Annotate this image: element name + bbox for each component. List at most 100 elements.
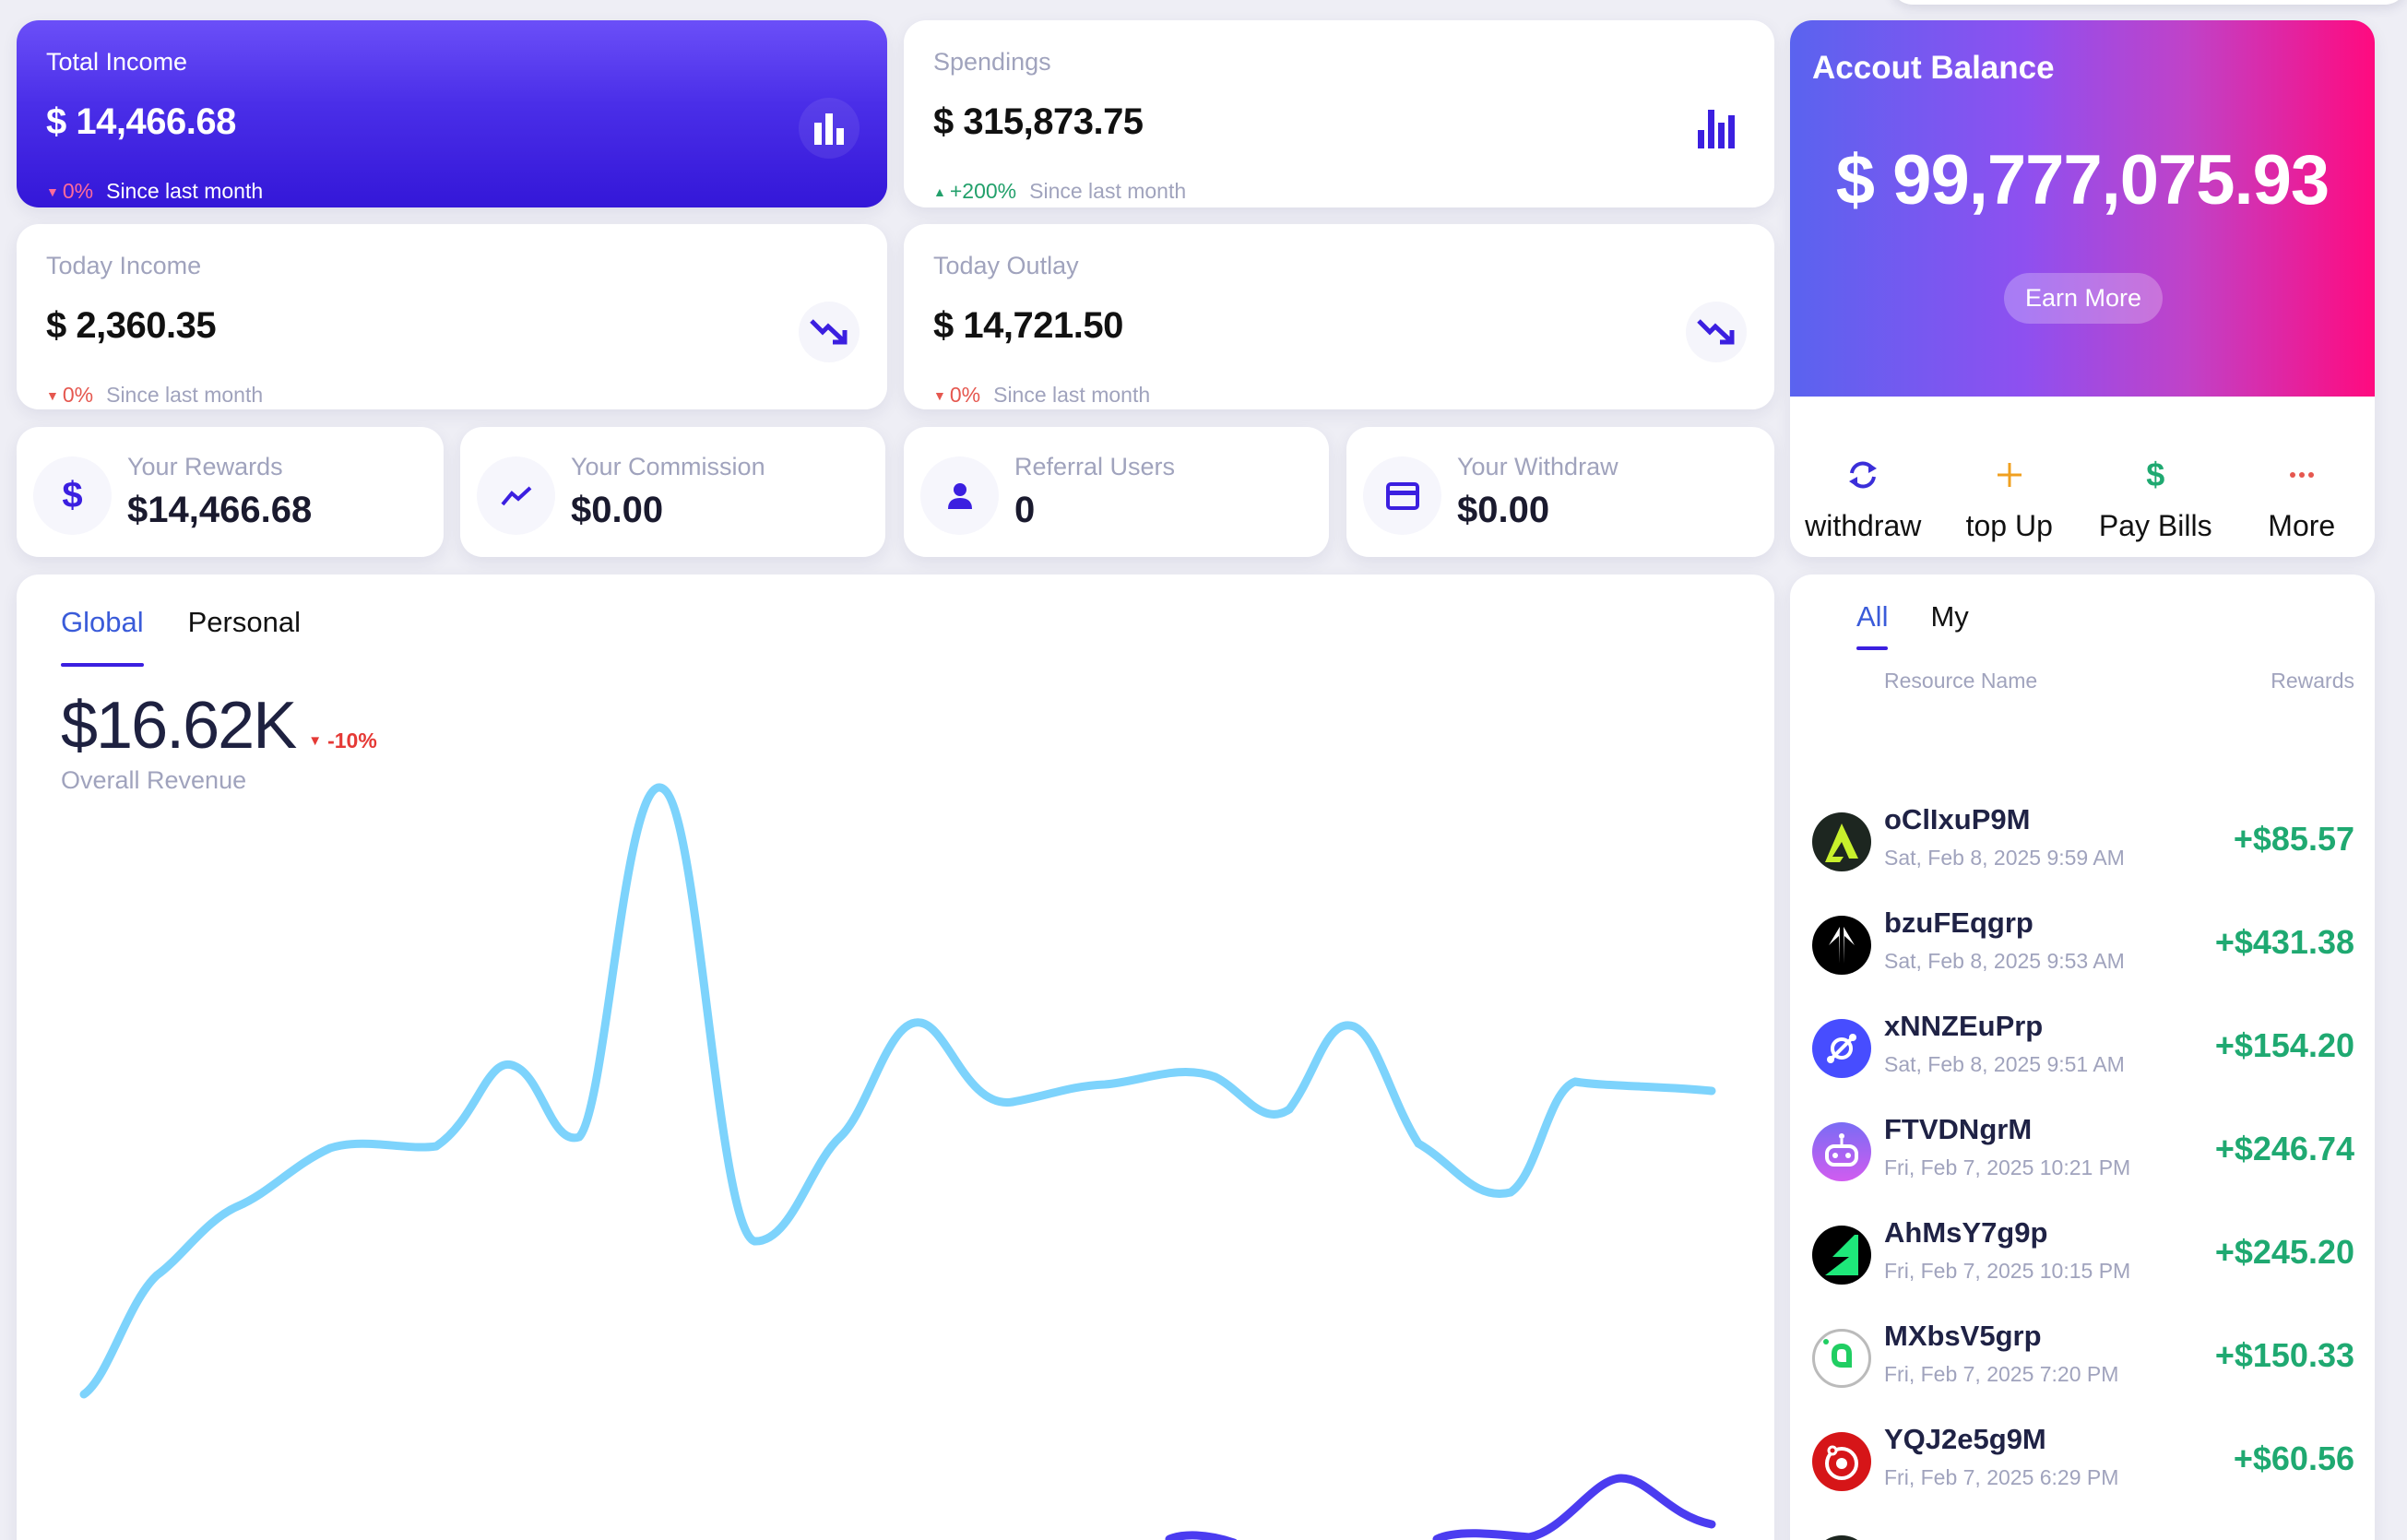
list-item[interactable]: xNNZEuPrp Sat, Feb 8, 2025 9:51 AM +$154… [1808, 1010, 2354, 1093]
resource-reward: +$245.20 [2214, 1233, 2354, 1271]
card-footer: ▼ 0% Since last month [46, 383, 263, 408]
caret-down-icon: ▼ [46, 387, 59, 403]
resource-reward: +$85.57 [2233, 820, 2354, 858]
spendings-card: Spendings $ 315,873.75 ▲ +200% Since last… [904, 20, 1774, 207]
a-logo-icon [1812, 812, 1871, 871]
refresh-icon [1846, 457, 1879, 492]
resource-date: Fri, Feb 7, 2025 7:20 PM [1884, 1362, 2119, 1386]
list-item[interactable]: bzuFEqgrp Sat, Feb 8, 2025 9:53 AM +$431… [1808, 906, 2354, 989]
delta: ▼ 0% [933, 383, 981, 407]
resource-name: AhMsY7g9p [1884, 1216, 2048, 1249]
card-value: $ 2,360.35 [46, 305, 217, 346]
revenue-chart-panel: Global Personal $16.62K ▼ -10% Overall Re… [17, 575, 1774, 1540]
column-header-rewards: Rewards [2271, 669, 2354, 693]
pay-bills-action-button[interactable]: $ Pay Bills [2082, 397, 2229, 557]
withdraw-card: Your Withdraw $0.00 [1346, 427, 1774, 557]
dollar-icon: $ [2146, 456, 2165, 493]
resource-date: Sat, Feb 8, 2025 9:59 AM [1884, 846, 2125, 870]
since-text: Since last month [106, 179, 264, 203]
column-header-resource-name: Resource Name [1884, 669, 2038, 693]
delta: ▼ 0% [46, 179, 94, 203]
revenue-change: ▼ -10% [308, 729, 377, 752]
tab-all[interactable]: All [1856, 600, 1889, 650]
list-item[interactable]: oClIxuP9M Sat, Feb 8, 2025 9:59 AM +$85.… [1808, 803, 2354, 886]
resource-reward: +$154.20 [2214, 1026, 2354, 1064]
action-label: Pay Bills [2098, 509, 2212, 542]
red-ring-logo-icon [1812, 1432, 1871, 1491]
plus-icon [1996, 457, 2023, 492]
dollar-icon: $ [33, 456, 112, 535]
resource-reward: +$150.33 [2214, 1336, 2354, 1374]
global-series-line [79, 783, 1716, 1399]
more-dots-icon [2288, 457, 2316, 492]
revenue-label: Overall Revenue [61, 766, 247, 794]
revenue-value: $16.62K [61, 689, 297, 763]
resource-rewards-panel: All My Resource Name Rewards oClIxuP9M S… [1790, 575, 2375, 1540]
top-header-stub [1891, 0, 2407, 5]
list-item[interactable]: YQJ2e5g9M Fri, Feb 7, 2025 6:29 PM +$60.… [1808, 1423, 2354, 1506]
top-up-action-button[interactable]: top Up [1937, 397, 2083, 557]
list-item[interactable]: MXbsV5grp Fri, Feb 7, 2025 7:20 PM +$150… [1808, 1320, 2354, 1403]
caret-down-icon: ▼ [308, 733, 323, 749]
caret-down-icon: ▼ [933, 387, 946, 403]
resource-reward: +$431.38 [2214, 923, 2354, 961]
card-label: Spendings [933, 48, 1051, 76]
mini-label: Referral Users [1014, 453, 1176, 480]
resource-tabs: All My [1856, 600, 1969, 650]
mini-value: 0 [1014, 490, 1036, 530]
mini-label: Your Withdraw [1457, 453, 1618, 480]
card-footer: ▼ 0% Since last month [46, 179, 263, 204]
resource-name: xNNZEuPrp [1884, 1010, 2044, 1042]
helium-logo-icon [1812, 1019, 1871, 1078]
tab-personal[interactable]: Personal [187, 606, 301, 638]
delta: ▼ 0% [46, 383, 94, 407]
caret-down-icon: ▼ [46, 184, 59, 199]
card-value: $ 14,466.68 [46, 101, 236, 142]
trending-down-icon [799, 302, 860, 362]
revenue-line-chart [79, 783, 1716, 1540]
total-income-card: Total Income $ 14,466.68 ▼ 0% Since last … [17, 20, 887, 207]
revenue-tabs: Global Personal [61, 606, 301, 667]
bar-chart-icon [799, 98, 860, 159]
delta: ▲ +200% [933, 179, 1017, 203]
trending-up-icon [477, 456, 555, 535]
list-item-partial[interactable] [1808, 1526, 2354, 1540]
resource-name: FTVDNgrM [1884, 1113, 2033, 1145]
earn-more-button[interactable]: Earn More [2004, 273, 2163, 324]
today-outlay-card: Today Outlay $ 14,721.50 ▼ 0% Since last … [904, 224, 1774, 409]
card-footer: ▲ +200% Since last month [933, 179, 1186, 204]
card-value: $ 315,873.75 [933, 101, 1144, 142]
more-action-button[interactable]: More [2229, 397, 2376, 557]
card-footer: ▼ 0% Since last month [933, 383, 1150, 408]
mini-value: $14,466.68 [127, 490, 313, 530]
action-label: withdraw [1805, 509, 1922, 542]
list-item[interactable]: FTVDNgrM Fri, Feb 7, 2025 10:21 PM +$246… [1808, 1113, 2354, 1196]
resource-reward: +$246.74 [2214, 1130, 2354, 1167]
flash-logo-icon [1812, 1226, 1871, 1285]
today-income-card: Today Income $ 2,360.35 ▼ 0% Since last m… [17, 224, 887, 409]
mini-label: Your Commission [571, 453, 765, 480]
card-label: Total Income [46, 48, 188, 76]
resource-date: Sat, Feb 8, 2025 9:51 AM [1884, 1052, 2125, 1076]
since-text: Since last month [1029, 179, 1187, 203]
card-label: Today Income [46, 252, 202, 279]
resource-reward: +$60.56 [2233, 1439, 2354, 1477]
mini-value: $0.00 [1457, 490, 1550, 530]
tab-global[interactable]: Global [61, 606, 144, 667]
balance-title: Accout Balance [1812, 50, 2055, 86]
credit-card-icon [1363, 456, 1441, 535]
since-text: Since last month [106, 383, 264, 407]
dark-logo-icon [1812, 1535, 1871, 1540]
commission-card: Your Commission $0.00 [460, 427, 885, 557]
resource-name: oClIxuP9M [1884, 803, 2031, 835]
card-label: Today Outlay [933, 252, 1079, 279]
arrows-logo-icon [1812, 916, 1871, 975]
robot-logo-icon [1812, 1122, 1871, 1181]
balance-actions: withdraw top Up $ Pay Bills More [1790, 397, 2375, 557]
caret-up-icon: ▲ [933, 184, 946, 199]
tab-my[interactable]: My [1930, 600, 1969, 633]
withdraw-action-button[interactable]: withdraw [1790, 397, 1937, 557]
trending-down-icon [1686, 302, 1747, 362]
list-item[interactable]: AhMsY7g9p Fri, Feb 7, 2025 10:15 PM +$24… [1808, 1216, 2354, 1299]
balance-hero: Accout Balance $ 99,777,075.93 Earn More [1790, 20, 2375, 397]
